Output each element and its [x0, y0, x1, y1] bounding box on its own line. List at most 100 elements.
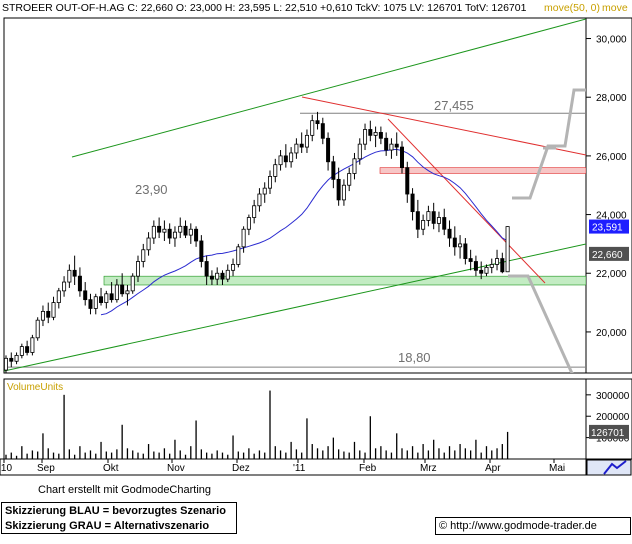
candle-body [283, 155, 288, 163]
candle-body [183, 225, 188, 236]
candle-body [431, 211, 436, 224]
candle-body [378, 132, 383, 139]
legend-gray-text: Skizzierung GRAU = Alternativszenario [5, 520, 210, 532]
candle-body [231, 264, 236, 271]
annotation-mid: 23,90 [135, 182, 168, 197]
candle-body [299, 143, 304, 148]
candle-body [77, 275, 82, 292]
candle-body [4, 357, 9, 371]
candle-body [130, 275, 135, 292]
chart-credit: Chart erstellt mit GodmodeCharting [38, 484, 212, 496]
annotation-low: 18,80 [398, 350, 431, 365]
candle-body [14, 354, 19, 362]
candle-body [463, 243, 468, 259]
candle-body [405, 167, 410, 195]
price-tick-label: 24,000 [596, 211, 627, 222]
candle-body [267, 176, 272, 189]
candle-body [384, 137, 389, 151]
channel-upper-line [71, 18, 586, 158]
candle-body [315, 120, 320, 125]
date-tick-label: Okt [103, 463, 119, 474]
candle-body [368, 129, 373, 136]
candle-body [415, 211, 420, 230]
scenario-legend-box: Skizzierung BLAU = bevorzugtes Szenario … [1, 502, 237, 534]
candle-body [505, 226, 510, 273]
candle-body [357, 143, 362, 160]
candle-body [67, 269, 72, 283]
website-link[interactable]: http://www.godmode-trader.de [450, 520, 597, 532]
date-tick-label: '10 [0, 463, 12, 474]
candle-body [157, 225, 162, 233]
candle-body [294, 143, 299, 154]
candle-body [35, 319, 40, 339]
candle-body [484, 266, 489, 274]
copyright-symbol: © [439, 520, 448, 532]
resistance-trend-line [301, 96, 586, 156]
candle-body [199, 240, 204, 262]
candle-body [421, 220, 426, 230]
candle-body [278, 155, 283, 166]
candle-body [320, 123, 325, 139]
candle-body [40, 310, 45, 321]
candle-body [436, 217, 441, 224]
url-box: © http://www.godmode-trader.de [435, 517, 631, 535]
volume-tick-label: 300000 [596, 391, 630, 402]
candle-body [172, 231, 177, 239]
chart-logo [586, 459, 632, 476]
chart-title: STROEER OUT-OF-H.AG C: 22,660 O: 23,000 … [2, 2, 527, 14]
candle-body [399, 146, 404, 169]
annotation-high: 27,455 [434, 98, 474, 113]
volume-label: VolumeUnits [7, 382, 63, 393]
candle-body [489, 264, 494, 268]
price-tick-label: 26,000 [596, 152, 627, 163]
moving-average-line [100, 148, 508, 316]
volume-tick-label: 100000 [596, 434, 630, 445]
candle-body [99, 296, 104, 303]
candle-body [352, 158, 357, 174]
candle-body [347, 173, 352, 186]
candle-body [304, 134, 309, 148]
candle-body [500, 258, 505, 273]
candle-body [114, 284, 119, 301]
main-plot-frame [3, 17, 587, 374]
candle-body [452, 237, 457, 248]
candle-body [9, 357, 14, 362]
candle-body [262, 187, 267, 195]
price-tick-label: 20,000 [596, 328, 627, 339]
candle-body [30, 337, 35, 353]
date-axis-strip [0, 458, 587, 476]
candle-body [236, 246, 241, 265]
candle-body [25, 346, 30, 353]
volume-last-tag: 126701 [591, 428, 625, 439]
candle-body [363, 129, 368, 145]
date-tick-label: Mrz [420, 463, 437, 474]
candle-body [289, 152, 294, 163]
candle-body [141, 249, 146, 262]
resistance-zone [379, 167, 586, 174]
candle-body [51, 302, 56, 318]
close-price-tag-bg [589, 246, 629, 261]
channel-lower-line [4, 243, 586, 372]
volume-plot-frame [3, 378, 587, 460]
date-tick-label: '11 [293, 463, 306, 474]
candle-body [104, 293, 109, 303]
volume-axis-strip [585, 378, 632, 460]
candle-body [167, 228, 172, 239]
price-tags: 23,591 22,660 [589, 219, 629, 261]
indicator-label-secondary: move [602, 2, 628, 14]
date-tick-label: Feb [359, 463, 377, 474]
candle-body [215, 272, 220, 280]
candle-body [204, 261, 209, 277]
candle-body [225, 269, 230, 280]
candle-body [273, 164, 278, 177]
candle-body [72, 269, 77, 277]
candle-body [109, 293, 114, 301]
candle-body [410, 193, 415, 213]
indicator-label: move(50, 0) [544, 2, 600, 14]
candle-body [194, 228, 199, 242]
candle-body [468, 258, 473, 262]
date-axis: '10 Sep Okt Nov Dez '11 Feb Mrz Apr Mai [0, 459, 565, 474]
price-axis: 30,000 28,000 26,000 24,000 22,000 20,000 [586, 35, 627, 339]
